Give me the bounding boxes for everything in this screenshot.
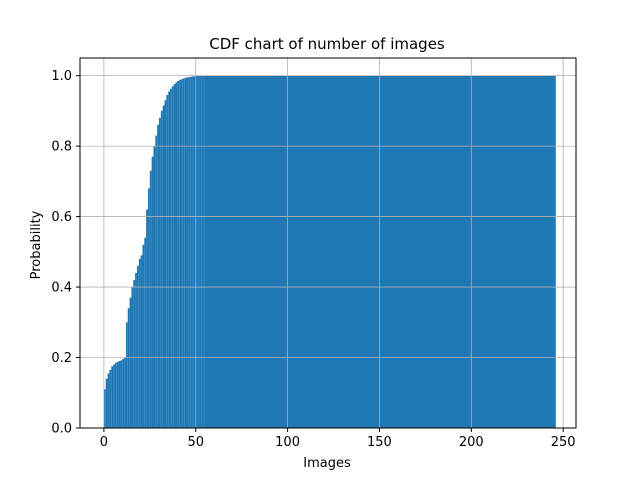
bar: [195, 75, 198, 428]
bars: [103, 75, 556, 429]
bar: [199, 75, 202, 429]
y-ticks: 0.0 0.2 0.4 0.6 0.8 1.0: [51, 69, 80, 437]
bar: [140, 255, 143, 428]
bar: [201, 75, 204, 429]
y-tick-label: 1.0: [51, 69, 72, 84]
bar: [116, 361, 119, 428]
bar: [135, 272, 137, 428]
bar: [118, 361, 121, 428]
bar: [114, 362, 117, 428]
x-ticks: 0 50 100 150 200 250: [100, 428, 576, 450]
bar: [149, 170, 152, 428]
bar: [177, 80, 180, 429]
bar: [120, 360, 123, 428]
bar: [155, 135, 158, 428]
bar: [190, 76, 193, 429]
x-tick-label: 50: [187, 435, 204, 450]
bar: [192, 76, 194, 428]
bar: [103, 389, 106, 428]
bar: [160, 110, 163, 429]
bar: [142, 244, 145, 428]
bar: [168, 91, 171, 428]
bar: [193, 76, 196, 428]
x-tick-label: 0: [100, 435, 108, 450]
x-tick-label: 200: [459, 435, 484, 450]
bar: [162, 105, 165, 428]
bar: [107, 373, 110, 428]
bar: [203, 75, 205, 429]
x-tick-label: 100: [275, 435, 300, 450]
bar: [184, 77, 187, 428]
y-tick-label: 0.8: [51, 140, 72, 155]
bar: [122, 358, 125, 428]
bar: [151, 156, 154, 429]
bar: [144, 237, 147, 428]
bar: [129, 297, 132, 428]
bar: [146, 209, 148, 428]
plot-frame: [79, 57, 577, 429]
bar: [186, 77, 189, 428]
bar: [138, 258, 141, 428]
y-tick-label: 0.4: [51, 281, 72, 296]
x-tick-label: 250: [551, 435, 576, 450]
bar: [105, 378, 108, 428]
bar: [188, 77, 191, 428]
bar: [173, 84, 176, 428]
y-tick-label: 0.2: [51, 351, 72, 366]
x-tick-label: 150: [367, 435, 392, 450]
bar: [109, 369, 112, 428]
bar: [171, 86, 174, 428]
bar: [175, 82, 178, 428]
y-tick-label: 0.6: [51, 210, 72, 225]
bar: [181, 79, 183, 428]
bar: [147, 188, 150, 428]
bar: [182, 78, 185, 428]
bar: [136, 265, 139, 428]
bar: [166, 95, 169, 428]
bar: [111, 366, 114, 428]
bar: [124, 357, 126, 428]
bar: [157, 124, 159, 428]
bar: [158, 117, 161, 429]
chart-title: CDF chart of number of images: [209, 35, 445, 53]
x-axis-label: Images: [303, 456, 351, 471]
bar: [133, 280, 136, 428]
bar: [197, 75, 200, 428]
bar: [127, 308, 130, 428]
bar: [125, 322, 128, 428]
bar: [113, 364, 115, 428]
bar: [164, 100, 167, 428]
y-tick-label: 0.0: [51, 422, 72, 437]
bar: [179, 79, 182, 428]
axes: [79, 57, 577, 429]
bar: [553, 75, 556, 429]
y-axis-label: Probability: [29, 210, 44, 279]
bar: [170, 88, 172, 428]
